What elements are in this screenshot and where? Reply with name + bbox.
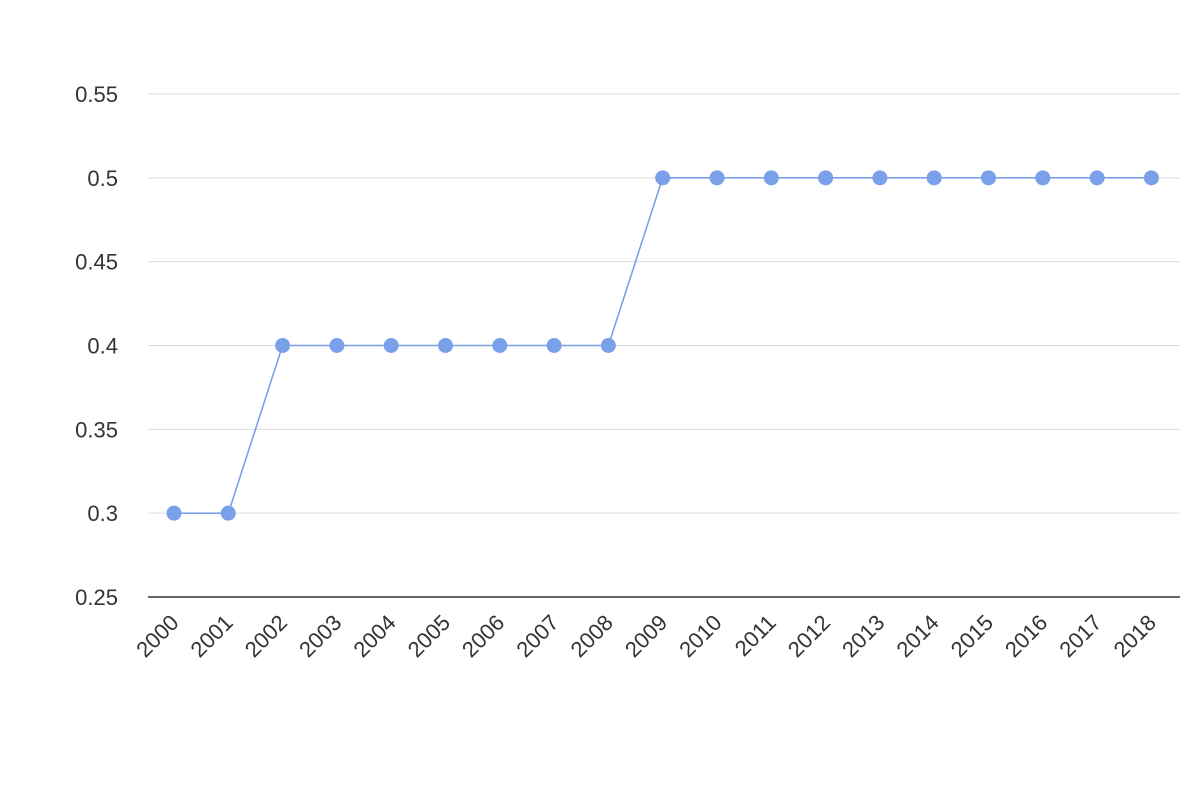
x-tick-label: 2015 <box>946 610 998 662</box>
y-tick-label: 0.3 <box>87 501 118 526</box>
x-tick-label: 2006 <box>457 610 509 662</box>
data-points <box>166 170 1159 521</box>
x-tick-label: 2008 <box>566 610 618 662</box>
data-point <box>329 338 345 353</box>
data-point <box>1089 170 1105 186</box>
x-tick-label: 2011 <box>730 610 781 661</box>
x-tick-label: 2018 <box>1109 610 1161 662</box>
y-tick-label: 0.25 <box>75 585 118 610</box>
data-point <box>872 170 888 186</box>
data-point <box>763 170 779 186</box>
x-tick-label: 2017 <box>1054 610 1106 662</box>
data-point <box>383 338 399 353</box>
data-point <box>655 170 671 186</box>
x-tick-label: 2007 <box>511 610 563 662</box>
x-tick-label: 2012 <box>783 610 835 662</box>
data-point <box>546 338 562 353</box>
x-tick-label: 2016 <box>1000 610 1052 662</box>
data-point <box>818 170 834 186</box>
x-tick-label: 2002 <box>240 610 292 662</box>
data-point <box>492 338 508 353</box>
data-point <box>709 170 725 186</box>
x-tick-label: 2005 <box>403 610 455 662</box>
data-point <box>166 505 182 521</box>
x-tick-label: 2001 <box>186 610 238 662</box>
x-axis-tick-labels: 2000 2001 2002 2003 2004 2005 2006 2007 2008 2009… <box>131 610 1161 662</box>
x-tick-label: 2009 <box>620 610 672 662</box>
y-tick-label: 0.5 <box>87 166 118 191</box>
data-point <box>600 338 616 353</box>
data-point <box>926 170 942 186</box>
x-tick-label: 2003 <box>294 610 346 662</box>
y-tick-label: 0.4 <box>87 334 118 359</box>
x-tick-label: 2000 <box>131 610 183 662</box>
x-tick-label: 2004 <box>348 610 400 662</box>
y-tick-label: 0.55 <box>75 82 118 107</box>
data-point <box>275 338 291 353</box>
data-point <box>981 170 996 186</box>
y-tick-label: 0.35 <box>75 417 118 442</box>
data-point <box>1035 170 1051 186</box>
x-tick-label: 2014 <box>891 610 943 662</box>
x-tick-label: 2010 <box>674 610 726 662</box>
data-point <box>438 338 453 353</box>
y-tick-label: 0.45 <box>75 250 118 275</box>
x-tick-label: 2013 <box>837 610 889 662</box>
data-point <box>220 505 236 521</box>
data-point <box>1143 170 1159 186</box>
y-axis-tick-labels: 0.25 0.3 0.35 0.4 0.45 0.5 0.55 <box>75 82 118 610</box>
